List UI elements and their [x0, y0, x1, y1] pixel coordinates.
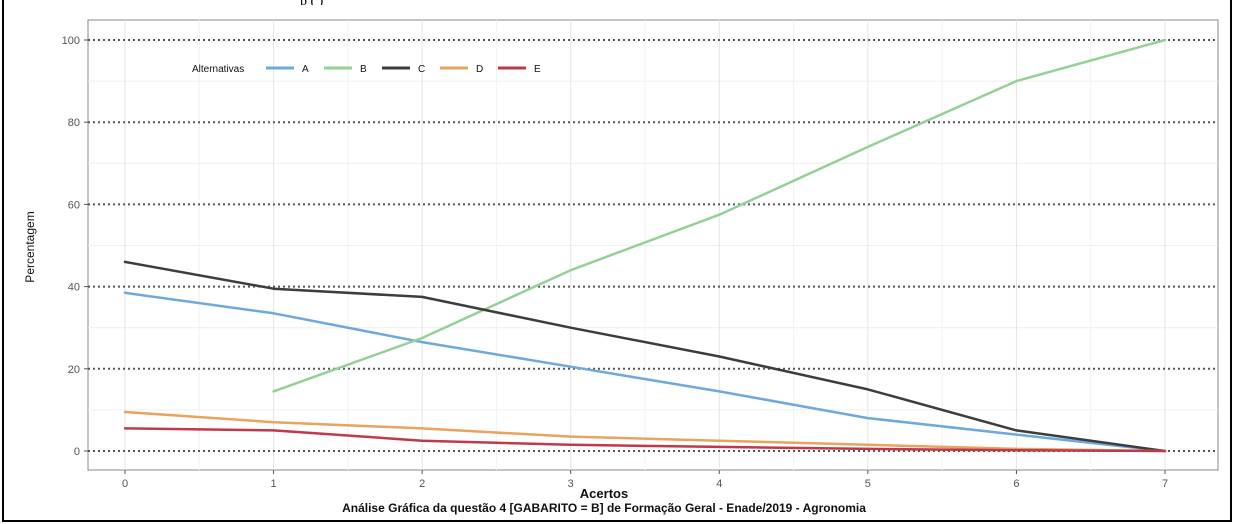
x-tick-label: 4 — [716, 478, 722, 490]
figure-caption: Análise Gráfica da questão 4 [GABARITO =… — [342, 501, 866, 515]
y-tick-label: 80 — [68, 117, 80, 129]
y-tick-label: 60 — [68, 199, 80, 211]
x-tick-label: 6 — [1013, 478, 1019, 490]
series-line-a — [123, 291, 1167, 453]
x-tick-label: 5 — [865, 478, 871, 490]
clipped-top-text: p ( ) — [300, 0, 323, 5]
series-line-c — [123, 260, 1167, 453]
x-tick-label: 3 — [568, 478, 574, 490]
y-tick-label: 0 — [74, 446, 80, 458]
y-tick-label: 100 — [62, 35, 80, 47]
y-axis-ticks: 0 20 40 60 80 100 — [62, 35, 88, 458]
legend-label-b: B — [360, 64, 367, 75]
series-line-d — [123, 410, 1167, 453]
x-tick-label: 1 — [271, 478, 277, 490]
x-axis-ticks: 0 1 2 3 4 5 6 7 — [122, 470, 1168, 490]
legend-label-c: C — [418, 64, 425, 75]
y-tick-label: 40 — [68, 282, 80, 294]
y-tick-label: 20 — [68, 364, 80, 376]
x-axis-title: Acertos — [580, 486, 628, 501]
series-line-e — [123, 427, 1167, 453]
legend-label-d: D — [476, 64, 483, 75]
legend: Alternativas A B C D E — [192, 64, 541, 75]
series-line-b — [272, 38, 1167, 393]
legend-label-a: A — [302, 64, 309, 75]
x-tick-label: 7 — [1162, 478, 1168, 490]
x-tick-label: 0 — [122, 478, 128, 490]
x-tick-label: 2 — [419, 478, 425, 490]
series-lines — [123, 38, 1167, 453]
legend-title: Alternativas — [192, 64, 244, 75]
y-axis-title: Percentagem — [23, 211, 37, 282]
legend-label-e: E — [534, 64, 541, 75]
